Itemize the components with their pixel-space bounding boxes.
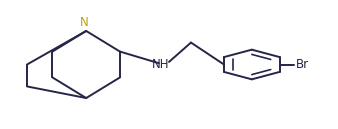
Text: NH: NH: [152, 58, 169, 71]
Text: N: N: [80, 16, 89, 29]
Text: Br: Br: [296, 58, 309, 71]
